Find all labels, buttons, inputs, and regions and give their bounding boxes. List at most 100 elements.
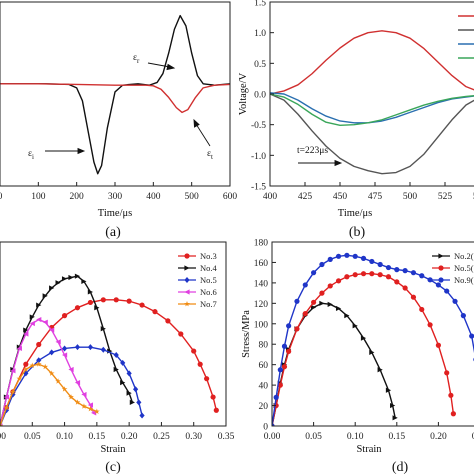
panel-c-series-1-point-18 bbox=[113, 366, 119, 373]
panel-c-series-3-point-7 bbox=[42, 319, 48, 325]
panel-d-series-1-point-12 bbox=[352, 272, 358, 278]
panel-c-series-1-point-6 bbox=[36, 302, 42, 308]
panel-c-series-0-point-6 bbox=[61, 313, 68, 319]
panel-d-series-2-point-20 bbox=[419, 273, 425, 279]
panel-d-frame bbox=[271, 241, 474, 427]
panel-c-xtick-label-3: 0.15 bbox=[89, 432, 106, 442]
panel-d-ytick-label-9: 180 bbox=[254, 239, 269, 249]
panel-b-xtick-label-3: 475 bbox=[368, 192, 383, 202]
panel-c-series-3-point-10 bbox=[61, 352, 68, 358]
panel-b-series-3-line bbox=[270, 93, 474, 126]
panel-b-ytick-label-6: 1.5 bbox=[254, 0, 266, 9]
panel-c-series-3-point-13 bbox=[81, 391, 87, 398]
panel-d-series-0-point-13 bbox=[360, 335, 367, 341]
panel-c-series-0-line bbox=[0, 299, 217, 426]
panel-d-xtick-label-4: 0.20 bbox=[430, 432, 447, 442]
panel-d-ytick-label-1: 20 bbox=[259, 402, 269, 412]
panel-c-series-1-point-10 bbox=[61, 276, 68, 282]
panel-c-series-4-point-2 bbox=[10, 388, 16, 395]
panel-a-xtick-label-3: 300 bbox=[108, 192, 123, 202]
panel-c-series-2-point-12 bbox=[126, 370, 132, 377]
panel-d-series-0-point-17 bbox=[390, 402, 396, 409]
panel-d-ytick-label-8: 160 bbox=[254, 259, 269, 269]
panel-a-xtick-label-6: 600 bbox=[223, 192, 238, 202]
panel-d-legend: No.2(2 No.5(3 No.9(3 bbox=[432, 251, 474, 285]
panel-c-series-0-point-18 bbox=[204, 376, 210, 382]
panel-c-series-3-point-5 bbox=[29, 320, 35, 327]
panel-d-ytick-label-4: 80 bbox=[259, 341, 269, 351]
panel-c-series-0-point-20 bbox=[213, 407, 219, 413]
panel-b-ytick-label-2: -0.5 bbox=[251, 121, 266, 131]
panel-d-xtick-label-3: 0.15 bbox=[388, 432, 405, 442]
panel-d-series-2-point-3 bbox=[281, 343, 288, 349]
panel-c-series-1-point-11 bbox=[68, 274, 74, 281]
panel-d-ytick-label-3: 60 bbox=[259, 361, 269, 371]
panel-d-series-2-point-4 bbox=[286, 323, 292, 329]
panel-c-legend-0-point-legend bbox=[184, 253, 190, 259]
panel-a-xtick-label-2: 200 bbox=[70, 192, 85, 202]
panel-c-series-3-point-9 bbox=[55, 339, 61, 345]
panel-c: No.3 No.4 No.5 No.6 No.7 Strain (c) .00 0.05 0… bbox=[0, 241, 235, 474]
panel-d-series-0-point-7 bbox=[311, 304, 317, 311]
panel-c-series-3-point-8 bbox=[49, 327, 55, 333]
panel-d-series-2-point-12 bbox=[352, 253, 358, 259]
panel-d-series-0-point-9 bbox=[327, 301, 333, 307]
panel-c-series-0-point-11 bbox=[126, 298, 132, 304]
panel-c-series-4-point-3 bbox=[16, 375, 23, 382]
panel-d-legend-2-point-legend bbox=[438, 277, 444, 283]
panel-c-series-0-point-19 bbox=[210, 394, 216, 400]
panel-c-legend-label-2: No.5 bbox=[200, 275, 217, 285]
panel-d-series-2-point-9 bbox=[327, 256, 333, 262]
panel-b-ytick-label-4: 0.5 bbox=[254, 60, 266, 70]
panel-b-xtick-label-5: 525 bbox=[438, 192, 453, 202]
panel-d-xlabel: Strain bbox=[356, 444, 382, 455]
panel-d-series-2-point-7 bbox=[311, 270, 317, 276]
panel-c-plot-area bbox=[0, 273, 219, 426]
panel-d-series-1-point-24 bbox=[448, 392, 454, 398]
panel-c-series-4-point-13 bbox=[81, 403, 87, 409]
panel-c-series-4-point-5 bbox=[29, 362, 36, 368]
panel-b-series-0-line bbox=[270, 30, 474, 95]
panel-c-series-1-point-15 bbox=[94, 305, 100, 311]
panel-c-series-0-point-15 bbox=[178, 331, 184, 337]
panel-c-series-1-point-8 bbox=[49, 285, 55, 291]
panel-a-xlabel: Time/μs bbox=[98, 208, 132, 219]
panel-c-series-0-point-12 bbox=[139, 302, 145, 308]
panel-c-series-4-point-11 bbox=[68, 394, 74, 400]
panel-c-series-0-point-4 bbox=[36, 341, 42, 348]
panel-c-series-0-point-14 bbox=[165, 318, 171, 324]
panel-c-series-1-point-14 bbox=[87, 289, 93, 295]
panel-d-series-2-point-14 bbox=[369, 258, 375, 265]
panel-c-series-1-point-21 bbox=[129, 399, 135, 405]
panel-d-series-2-line bbox=[272, 254, 474, 426]
panel-d: No.2(2 No.5(3 No.9(3 Stress/MPa Strain (d)… bbox=[241, 239, 474, 474]
panel-d-xtick-label-2: 0.10 bbox=[347, 432, 364, 442]
panel-d-series-1-point-3 bbox=[281, 364, 288, 370]
panel-d-series-0-point-14 bbox=[369, 349, 375, 355]
panel-c-series-4-point-15 bbox=[94, 408, 100, 414]
panel-d-series-1-line bbox=[272, 272, 455, 426]
panel-d-series-1-point-16 bbox=[385, 274, 392, 280]
panel-d-series-2-point-21 bbox=[427, 277, 433, 283]
panel-b-ytick-label-0: -1.5 bbox=[251, 183, 266, 193]
panel-c-letter: (c) bbox=[105, 460, 121, 474]
panel-c-legend-label-0: No.3 bbox=[200, 251, 217, 261]
panel-c-legend: No.3 No.4 No.5 No.6 No.7 bbox=[178, 251, 218, 309]
panel-c-series-0-point-17 bbox=[197, 361, 203, 367]
panel-c-series-3-point-15 bbox=[91, 410, 97, 416]
panel-d-series-1-point-14 bbox=[369, 271, 375, 277]
panel-c-xtick-label-0: .00 bbox=[0, 432, 6, 442]
panel-d-series-2-point-11 bbox=[344, 252, 350, 258]
panel-b-xtick-label-6: 550 bbox=[473, 192, 474, 202]
panel-d-series-0-point-18 bbox=[392, 415, 398, 421]
panel-d-series-1-point-25 bbox=[450, 411, 456, 417]
panel-b-xlabel: Time/μs bbox=[338, 208, 372, 219]
panel-d-legend-label-0: No.2(2 bbox=[454, 251, 474, 261]
panel-a-letter: (a) bbox=[105, 225, 121, 240]
panel-c-series-4-point-14 bbox=[87, 405, 94, 412]
panel-d-series-2-point-0 bbox=[272, 423, 275, 426]
panel-c-series-1-line bbox=[0, 275, 134, 426]
panel-d-series-2-point-25 bbox=[460, 313, 466, 319]
panel-d-series-1-point-15 bbox=[377, 272, 383, 278]
panel-c-series-1-point-19 bbox=[120, 380, 126, 386]
